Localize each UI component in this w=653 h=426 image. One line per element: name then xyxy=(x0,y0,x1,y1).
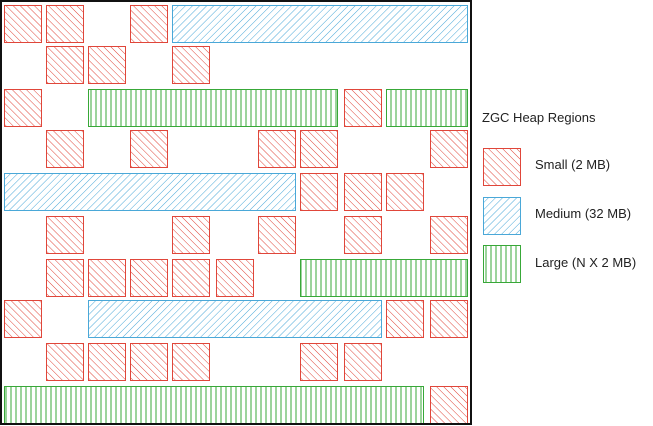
small-region xyxy=(430,300,468,338)
small-region xyxy=(172,259,210,297)
small-region xyxy=(344,173,382,211)
small-region xyxy=(172,46,210,84)
large-region xyxy=(4,386,424,424)
small-region xyxy=(88,343,126,381)
small-region xyxy=(4,5,42,43)
small-region xyxy=(386,173,424,211)
small-region xyxy=(172,343,210,381)
small-region xyxy=(4,300,42,338)
small-region xyxy=(172,216,210,254)
small-region xyxy=(430,130,468,168)
small-region xyxy=(300,173,338,211)
small-region xyxy=(130,259,168,297)
heap-frame xyxy=(0,0,472,425)
small-region xyxy=(46,343,84,381)
large-region xyxy=(88,89,338,127)
small-region xyxy=(258,216,296,254)
large-region xyxy=(300,259,468,297)
small-region xyxy=(300,343,338,381)
legend-swatch-large xyxy=(483,245,521,283)
small-region xyxy=(46,259,84,297)
small-region xyxy=(88,46,126,84)
medium-region xyxy=(172,5,468,43)
small-region xyxy=(300,130,338,168)
small-region xyxy=(46,216,84,254)
small-region xyxy=(46,130,84,168)
small-region xyxy=(216,259,254,297)
small-region xyxy=(130,343,168,381)
small-region xyxy=(88,259,126,297)
small-region xyxy=(344,216,382,254)
medium-region xyxy=(88,300,382,338)
large-region xyxy=(386,89,468,127)
small-region xyxy=(4,89,42,127)
heap-regions xyxy=(4,5,468,424)
legend-label-small: Small (2 MB) xyxy=(535,157,611,172)
small-region xyxy=(344,89,382,127)
small-region xyxy=(430,216,468,254)
legend-swatches xyxy=(483,148,521,283)
legend-swatch-small xyxy=(483,148,521,186)
legend-swatch-medium xyxy=(483,197,521,235)
legend-label-medium: Medium (32 MB) xyxy=(535,206,632,221)
legend-title: ZGC Heap Regions xyxy=(482,110,596,125)
small-region xyxy=(46,46,84,84)
small-region xyxy=(130,130,168,168)
small-region xyxy=(130,5,168,43)
small-region xyxy=(344,343,382,381)
medium-region xyxy=(4,173,296,211)
small-region xyxy=(46,5,84,43)
small-region xyxy=(386,300,424,338)
small-region xyxy=(430,386,468,424)
legend-label-large: Large (N X 2 MB) xyxy=(535,255,637,270)
small-region xyxy=(258,130,296,168)
